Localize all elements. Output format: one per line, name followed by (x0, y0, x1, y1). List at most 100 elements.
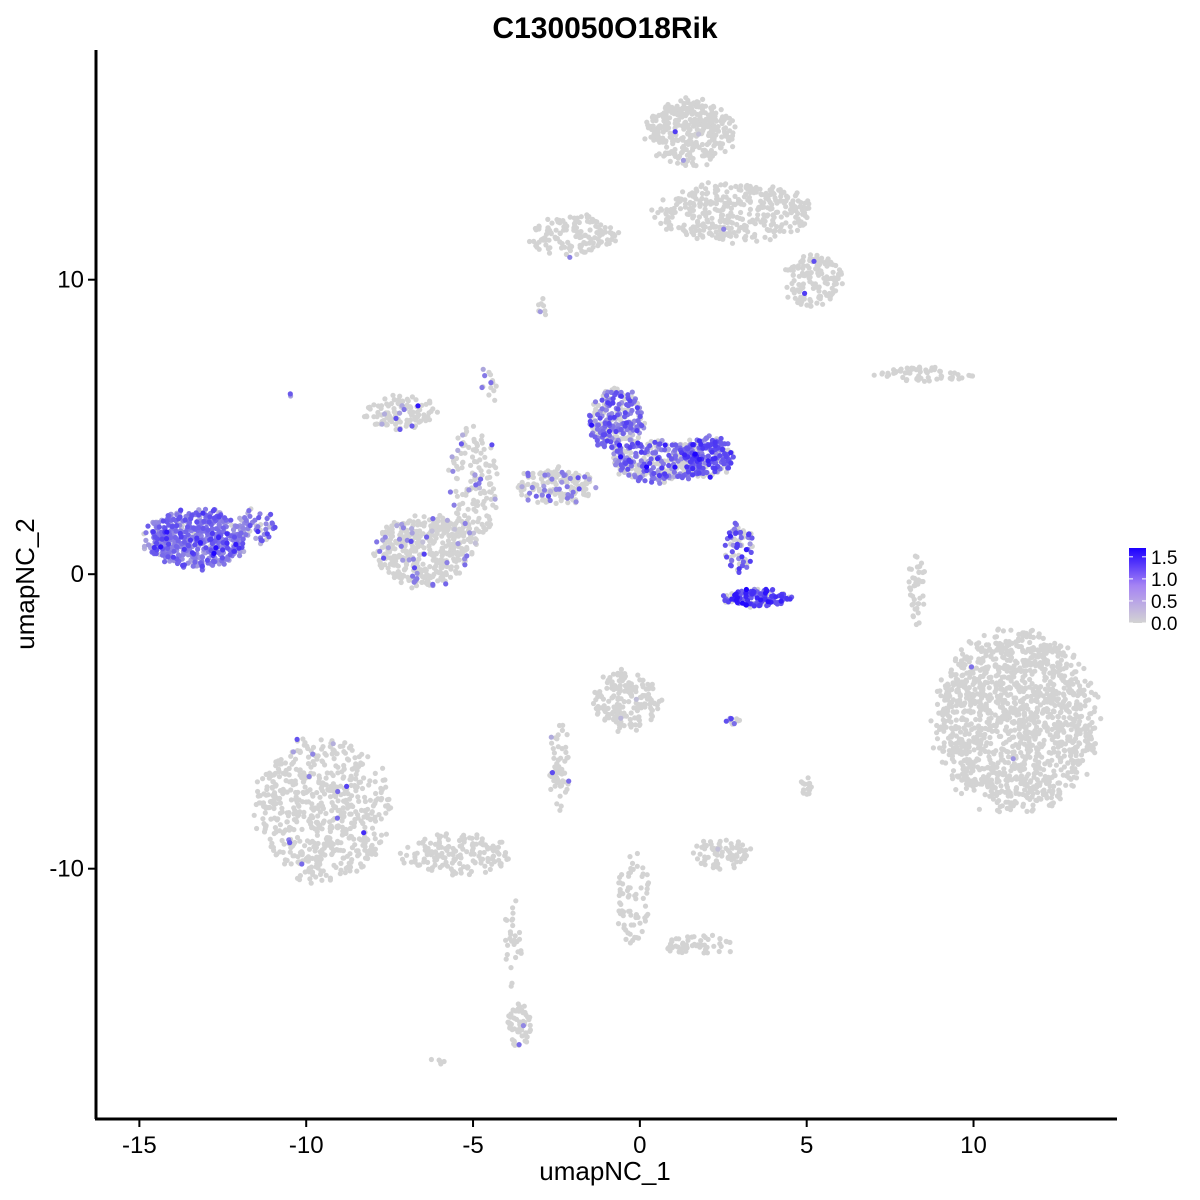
scatter-point (727, 855, 733, 861)
scatter-point (384, 524, 390, 530)
scatter-point (628, 681, 635, 687)
scatter-point (372, 552, 378, 559)
scatter-point (958, 647, 965, 653)
scatter-point (954, 773, 960, 779)
scatter-point (688, 226, 694, 232)
scatter-point (642, 918, 649, 924)
scatter-point (393, 538, 399, 545)
scatter-point (286, 827, 292, 833)
scatter-point (645, 125, 652, 131)
scatter-point (968, 710, 974, 716)
scatter-point (668, 222, 674, 228)
scatter-point (1076, 661, 1082, 667)
scatter-point (937, 368, 943, 374)
scatter-point (655, 210, 661, 216)
scatter-point (271, 790, 278, 796)
scatter-point (676, 225, 682, 231)
scatter-point (1080, 748, 1086, 754)
scatter-point (1067, 689, 1073, 695)
scatter-point (792, 295, 798, 301)
scatter-point (396, 552, 402, 558)
scatter-point (950, 680, 956, 686)
scatter-point (382, 562, 388, 568)
scatter-point (421, 412, 427, 418)
scatter-point (998, 692, 1004, 698)
scatter-point (1040, 741, 1046, 748)
scatter-point (691, 162, 697, 168)
scatter-point (509, 1027, 515, 1033)
scatter-point (1028, 634, 1034, 640)
scatter-point (680, 105, 686, 111)
scatter-point (966, 685, 972, 691)
scatter-point (784, 212, 790, 218)
scatter-point (469, 454, 476, 460)
scatter-point (719, 849, 725, 855)
scatter-point (353, 776, 359, 782)
scatter-point (1037, 727, 1043, 733)
scatter-point (1064, 773, 1070, 779)
scatter-point (342, 870, 348, 876)
scatter-point (701, 933, 707, 939)
scatter-point (300, 789, 306, 795)
scatter-point (1045, 758, 1051, 764)
scatter-point (553, 500, 559, 506)
scatter-point (559, 727, 566, 734)
scatter-point (435, 578, 441, 584)
scatter-point (398, 529, 404, 536)
scatter-point (496, 851, 502, 857)
scatter-point (713, 229, 719, 235)
scatter-point (1069, 782, 1075, 788)
scatter-point (581, 239, 587, 246)
scatter-point (387, 416, 393, 422)
scatter-point (560, 778, 566, 784)
scatter-point (694, 111, 700, 117)
scatter-point (634, 863, 640, 869)
scatter-point (536, 246, 542, 252)
scatter-point (358, 837, 364, 843)
scatter-point (446, 532, 452, 539)
scatter-point (720, 206, 726, 212)
scatter-point (440, 519, 446, 525)
scatter-point (365, 754, 371, 760)
scatter-point (536, 224, 542, 230)
scatter-point (913, 621, 920, 628)
scatter-point (273, 783, 279, 789)
scatter-point (327, 835, 333, 841)
scatter-point (675, 117, 681, 123)
scatter-point (1077, 741, 1083, 747)
scatter-point (676, 949, 682, 955)
scatter-point (982, 792, 988, 798)
scatter-point (449, 551, 456, 557)
scatter-point (627, 940, 634, 946)
scatter-point (609, 679, 615, 685)
scatter-point (427, 538, 433, 544)
scatter-point (970, 698, 976, 704)
scatter-point (321, 791, 328, 797)
scatter-point (807, 780, 813, 786)
scatter-point (912, 553, 919, 559)
scatter-point (985, 696, 991, 702)
scatter-point (555, 466, 561, 472)
scatter-point (428, 1056, 434, 1063)
scatter-point (305, 761, 312, 767)
scatter-point (433, 551, 439, 557)
scatter-point (702, 124, 708, 130)
scatter-point (525, 1014, 531, 1020)
scatter-point (1067, 749, 1074, 755)
scatter-point (372, 836, 378, 842)
scatter-point (662, 105, 669, 111)
scatter-point (808, 270, 814, 276)
scatter-point (1061, 764, 1067, 770)
scatter-point (486, 524, 492, 530)
scatter-point (378, 816, 384, 822)
scatter-point (1051, 768, 1057, 774)
scatter-point (693, 196, 699, 202)
scatter-point (976, 806, 983, 812)
chart-title: C130050O18Rik (492, 12, 717, 45)
scatter-point (663, 210, 669, 216)
scatter-point (419, 579, 425, 586)
scatter-point (454, 493, 460, 499)
scatter-point (429, 528, 435, 534)
scatter-point (426, 543, 432, 549)
scatter-point (265, 792, 271, 798)
